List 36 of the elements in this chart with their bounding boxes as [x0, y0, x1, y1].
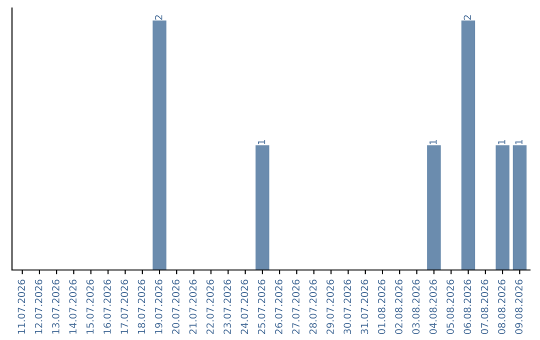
x-tick-label: 25.07.2026: [258, 280, 266, 334]
x-tick-label: 18.07.2026: [138, 280, 146, 334]
data-label: 1: [430, 140, 437, 144]
x-tick-label: 19.07.2026: [154, 280, 162, 334]
x-tick-label: 21.07.2026: [189, 280, 197, 334]
x-tick-label: 24.07.2026: [240, 280, 248, 334]
x-tick-label: 29.07.2026: [326, 280, 334, 334]
x-tick-label: 05.08.2026: [446, 280, 454, 334]
x-tick-label: 23.07.2026: [224, 280, 231, 334]
x-tick-label: 13.07.2026: [52, 280, 60, 334]
x-tick-label: 16.07.2026: [104, 280, 111, 334]
x-tick-label: 22.07.2026: [206, 280, 214, 334]
x-tick-label: 26.07.2026: [275, 280, 282, 334]
x-tick-label: 28.07.2026: [309, 280, 317, 334]
x-tick-label: 27.07.2026: [292, 280, 300, 334]
x-tick-label: 31.07.2026: [360, 280, 368, 334]
x-tick-label: 30.07.2026: [344, 280, 352, 334]
x-tick-label: 06.08.2026: [464, 280, 472, 334]
x-tick-label: 11.07.2026: [18, 280, 26, 334]
data-label: 1: [258, 140, 266, 144]
data-label: 1: [498, 140, 506, 144]
x-tick-label: 03.08.2026: [412, 280, 420, 334]
x-tick-label: 01.08.2026: [378, 280, 386, 334]
x-tick-label: 07.08.2026: [480, 280, 488, 334]
data-label: 1: [515, 140, 522, 144]
x-tick-label: 20.07.2026: [172, 280, 180, 334]
data-label: 2: [154, 15, 162, 20]
x-tick-label: 17.07.2026: [120, 280, 128, 334]
x-tick-label: 04.08.2026: [429, 280, 437, 334]
x-tick-label: 12.07.2026: [34, 280, 42, 334]
data-label: 2: [464, 15, 471, 20]
x-tick-label: 02.08.2026: [395, 280, 402, 334]
x-tick-label: 15.07.2026: [86, 280, 94, 334]
x-tick-label: 09.08.2026: [515, 280, 523, 334]
x-tick-label: 08.08.2026: [498, 280, 506, 334]
x-tick-label: 14.07.2026: [69, 280, 77, 334]
